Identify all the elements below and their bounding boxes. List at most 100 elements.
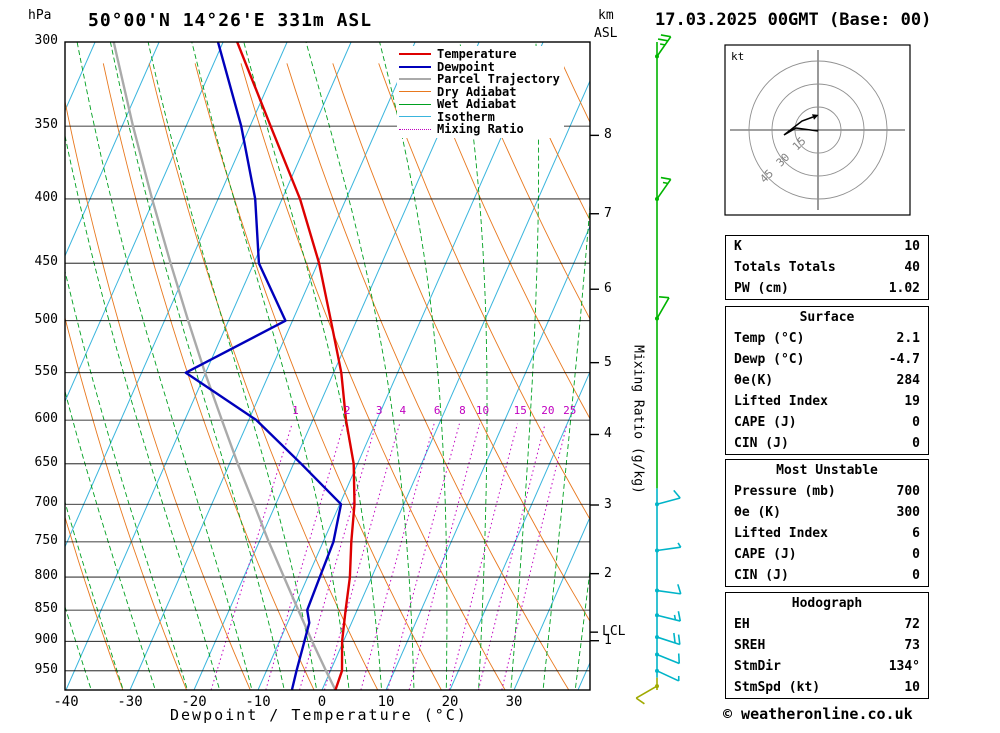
stat-label: Pressure (mb) <box>734 484 836 499</box>
pressure-label: 700 <box>34 495 58 511</box>
stat-row: Lifted Index 19 <box>726 391 928 412</box>
pressure-label: 750 <box>34 532 58 548</box>
stat-row: CIN (J) 0 <box>726 433 928 454</box>
height-axis-unit-asl: ASL <box>594 26 618 41</box>
mixing-ratio-lines <box>210 423 568 690</box>
stat-value: 300 <box>896 505 920 520</box>
pressure-label: 600 <box>34 411 58 427</box>
stat-label: CAPE (J) <box>734 415 797 430</box>
profile-dewpoint <box>184 42 343 690</box>
wind-barb <box>656 670 680 682</box>
legend-item-isotherm: Isotherm <box>399 111 560 124</box>
temp-label: 20 <box>441 694 459 710</box>
most-unstable-panel: Most Unstable Pressure (mb) 700 θe (K) 300… <box>725 459 929 587</box>
stat-value: 700 <box>896 484 920 499</box>
stat-label: CAPE (J) <box>734 547 797 562</box>
km-label: 5 <box>604 354 612 370</box>
pressure-label: 350 <box>34 117 58 133</box>
km-label: 4 <box>604 426 612 442</box>
mixing-ratio-label: 8 <box>459 404 466 417</box>
pressure-label: 950 <box>34 661 58 677</box>
stat-label: StmDir <box>734 659 781 674</box>
wet-adiabat-swatch <box>399 103 431 105</box>
stat-label: StmSpd (kt) <box>734 680 821 695</box>
stat-value: 0 <box>912 547 920 562</box>
stat-row: θe(K) 284 <box>726 370 928 391</box>
surface-panel: Surface Temp (°C) 2.1 Dewp (°C) -4.7 θe(K)… <box>725 306 929 455</box>
pressure-label: 450 <box>34 254 58 270</box>
wind-barb <box>656 542 682 552</box>
legend-label: Parcel Trajectory <box>437 72 560 87</box>
mixing-ratio-label: 25 <box>563 404 577 417</box>
wind-barb <box>656 632 681 646</box>
height-axis-unit-km: km <box>598 8 614 23</box>
stat-value: 72 <box>904 617 920 632</box>
temperature-line-swatch <box>399 53 431 56</box>
panel-title: Surface <box>799 310 855 325</box>
km-label: 6 <box>604 281 612 297</box>
stat-value: 1.02 <box>888 281 920 296</box>
wind-barb <box>656 611 682 622</box>
parcel-line-swatch <box>399 78 431 81</box>
mixing-ratio-label: 10 <box>475 404 490 417</box>
stat-row: K 10 <box>726 236 928 257</box>
pressure-label: 650 <box>34 454 58 470</box>
km-label: 3 <box>604 497 612 512</box>
km-label: 2 <box>604 565 612 581</box>
stat-row: PW (cm) 1.02 <box>726 278 928 299</box>
legend-label: Mixing Ratio <box>437 122 524 137</box>
stat-label: SREH <box>734 638 766 653</box>
stat-value: 284 <box>896 373 920 388</box>
legend-item-wet-adiabat: Wet Adiabat <box>399 98 560 111</box>
temp-label: 30 <box>505 694 523 710</box>
mixing-ratio-label: 1 <box>292 404 299 417</box>
hodograph-arrow <box>812 114 819 120</box>
stat-row: CAPE (J) 0 <box>726 544 928 565</box>
dry-adiabat-lines <box>65 63 590 690</box>
hodograph-stats-panel: Hodograph EH 72 SREH 73 StmDir 134° StmSpd … <box>725 592 929 699</box>
stat-label: CIN (J) <box>734 436 789 451</box>
legend-label: Wet Adiabat <box>437 97 517 112</box>
pressure-label: 500 <box>34 311 58 327</box>
copyright-link[interactable]: © weatheronline.co.uk <box>723 705 913 723</box>
stat-row: Temp (°C) 2.1 <box>726 328 928 349</box>
stat-row: CAPE (J) 0 <box>726 412 928 433</box>
sounding-profiles <box>112 42 356 690</box>
stat-label: θe (K) <box>734 505 781 520</box>
stat-label: Lifted Index <box>734 394 828 409</box>
temp-label: 10 <box>377 694 395 710</box>
stat-row: Pressure (mb) 700 <box>726 481 928 502</box>
mixing-ratio-label: 15 <box>513 404 527 417</box>
dry-adiabat-swatch <box>399 91 431 93</box>
stat-value: 10 <box>904 239 920 254</box>
mixing-ratio-label: 2 <box>343 404 351 417</box>
km-axis <box>590 134 599 642</box>
wind-barb <box>656 296 670 319</box>
wind-barb <box>635 685 658 705</box>
mixing-ratio-label: 3 <box>375 404 383 417</box>
stat-row: CIN (J) 0 <box>726 565 928 586</box>
legend-label: Dewpoint <box>437 59 495 74</box>
stat-value: 2.1 <box>896 331 920 346</box>
mixing-ratio-axis-title: Mixing Ratio (g/kg) <box>630 345 646 494</box>
stat-label: Temp (°C) <box>734 331 805 346</box>
km-label: 7 <box>604 205 612 221</box>
stat-row: Dewp (°C) -4.7 <box>726 349 928 370</box>
temp-label: -20 <box>181 694 207 710</box>
stat-row: StmDir 134° <box>726 656 928 677</box>
legend: Temperature Dewpoint Parcel Trajectory D… <box>397 46 564 138</box>
stat-value: 0 <box>912 436 920 451</box>
stat-value: -4.7 <box>888 352 920 367</box>
stat-value: 6 <box>912 526 920 541</box>
stat-value: 40 <box>904 260 920 275</box>
hodograph-unit-label: kt <box>731 50 745 63</box>
stat-label: K <box>734 239 742 254</box>
pressure-label: 550 <box>34 363 58 379</box>
profile-parcel-trajectory <box>112 42 337 690</box>
stat-value: 134° <box>888 659 920 674</box>
wind-barb <box>656 176 672 200</box>
stat-label: Dewp (°C) <box>734 352 805 367</box>
run-datetime: 17.03.2025 00GMT (Base: 00) <box>655 10 932 30</box>
